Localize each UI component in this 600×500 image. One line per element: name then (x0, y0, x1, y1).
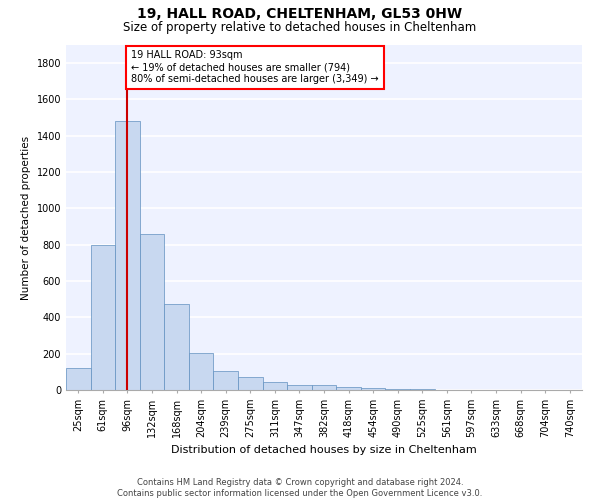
Bar (336, 388, 361, 390)
Bar (214, 371, 238, 390)
Text: 19, HALL ROAD, CHELTENHAM, GL53 0HW: 19, HALL ROAD, CHELTENHAM, GL53 0HW (137, 8, 463, 22)
Bar (189, 353, 214, 390)
Bar (164, 304, 189, 390)
Bar (91, 244, 115, 390)
Bar (385, 389, 410, 390)
Bar (140, 234, 164, 390)
Bar (361, 388, 385, 390)
Y-axis label: Number of detached properties: Number of detached properties (21, 136, 31, 300)
Text: Contains HM Land Registry data © Crown copyright and database right 2024.
Contai: Contains HM Land Registry data © Crown c… (118, 478, 482, 498)
Bar (263, 382, 287, 390)
Bar (312, 386, 336, 390)
Bar (66, 368, 91, 390)
Text: Size of property relative to detached houses in Cheltenham: Size of property relative to detached ho… (124, 21, 476, 34)
Bar (238, 378, 263, 390)
Bar (115, 122, 140, 390)
Text: 19 HALL ROAD: 93sqm
← 19% of detached houses are smaller (794)
80% of semi-detac: 19 HALL ROAD: 93sqm ← 19% of detached ho… (131, 50, 379, 84)
X-axis label: Distribution of detached houses by size in Cheltenham: Distribution of detached houses by size … (171, 446, 477, 456)
Bar (287, 384, 312, 390)
